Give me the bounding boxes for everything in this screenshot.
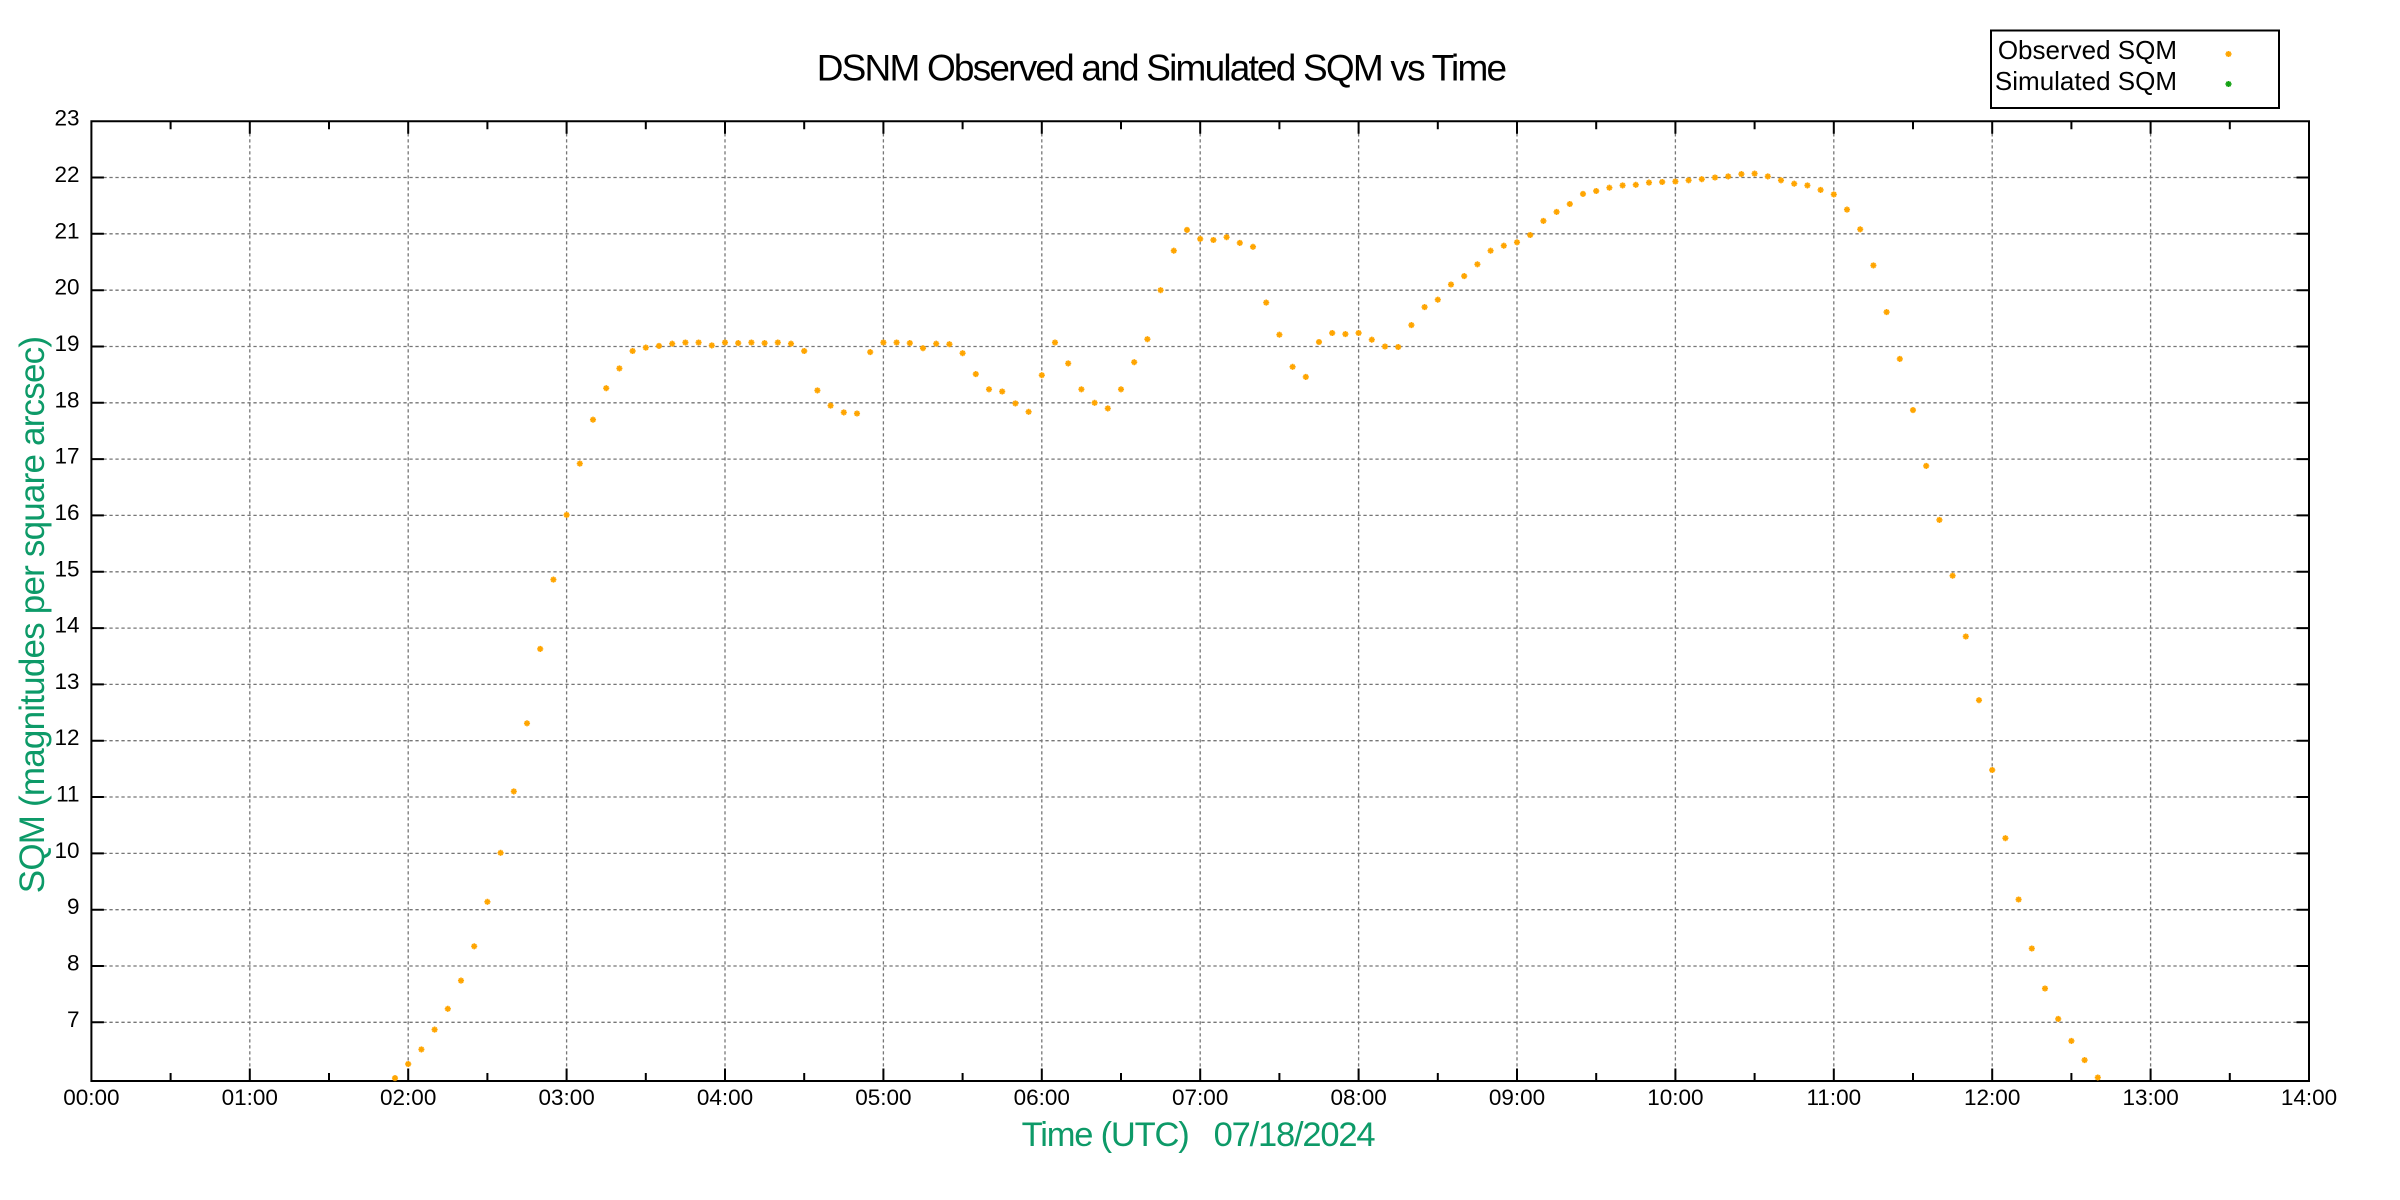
svg-text:01:00: 01:00 [222,1085,278,1110]
svg-text:07:00: 07:00 [1172,1085,1228,1110]
svg-text:Time (UTC) 07/18/2024: Time (UTC) 07/18/2024 [1022,1116,1376,1154]
svg-text:Observed SQM: Observed SQM [1998,35,2177,65]
svg-text:15: 15 [54,556,79,581]
svg-text:19: 19 [54,331,79,356]
svg-text:9: 9 [67,894,80,919]
svg-text:20: 20 [54,275,79,300]
svg-text:05:00: 05:00 [855,1085,911,1110]
svg-text:03:00: 03:00 [538,1085,594,1110]
svg-text:16: 16 [54,500,79,525]
svg-text:13:00: 13:00 [2122,1085,2178,1110]
svg-text:02:00: 02:00 [380,1085,436,1110]
svg-text:11:00: 11:00 [1806,1085,1861,1110]
svg-text:22: 22 [54,162,79,187]
svg-text:21: 21 [54,218,79,243]
svg-text:10: 10 [54,838,79,863]
svg-text:8: 8 [67,951,80,976]
svg-text:SQM (magnitudes per square arc: SQM (magnitudes per square arcsec) [13,337,52,893]
svg-text:10:00: 10:00 [1647,1085,1703,1110]
svg-text:DSNM Observed and Simulated SQ: DSNM Observed and Simulated SQM vs Time [817,48,1506,89]
svg-text:14: 14 [54,613,79,638]
svg-text:09:00: 09:00 [1489,1085,1545,1110]
svg-text:18: 18 [54,387,79,412]
svg-text:04:00: 04:00 [697,1085,753,1110]
svg-text:13: 13 [54,669,79,694]
svg-text:12:00: 12:00 [1964,1085,2020,1110]
svg-text:12: 12 [54,725,79,750]
svg-text:08:00: 08:00 [1330,1085,1386,1110]
svg-text:11: 11 [56,782,79,807]
svg-text:06:00: 06:00 [1014,1085,1070,1110]
svg-text:17: 17 [54,444,79,469]
svg-text:00:00: 00:00 [63,1085,119,1110]
svg-text:14:00: 14:00 [2281,1085,2337,1110]
svg-text:23: 23 [54,106,79,131]
svg-text:7: 7 [67,1007,80,1032]
svg-text:Simulated SQM: Simulated SQM [1995,66,2177,96]
